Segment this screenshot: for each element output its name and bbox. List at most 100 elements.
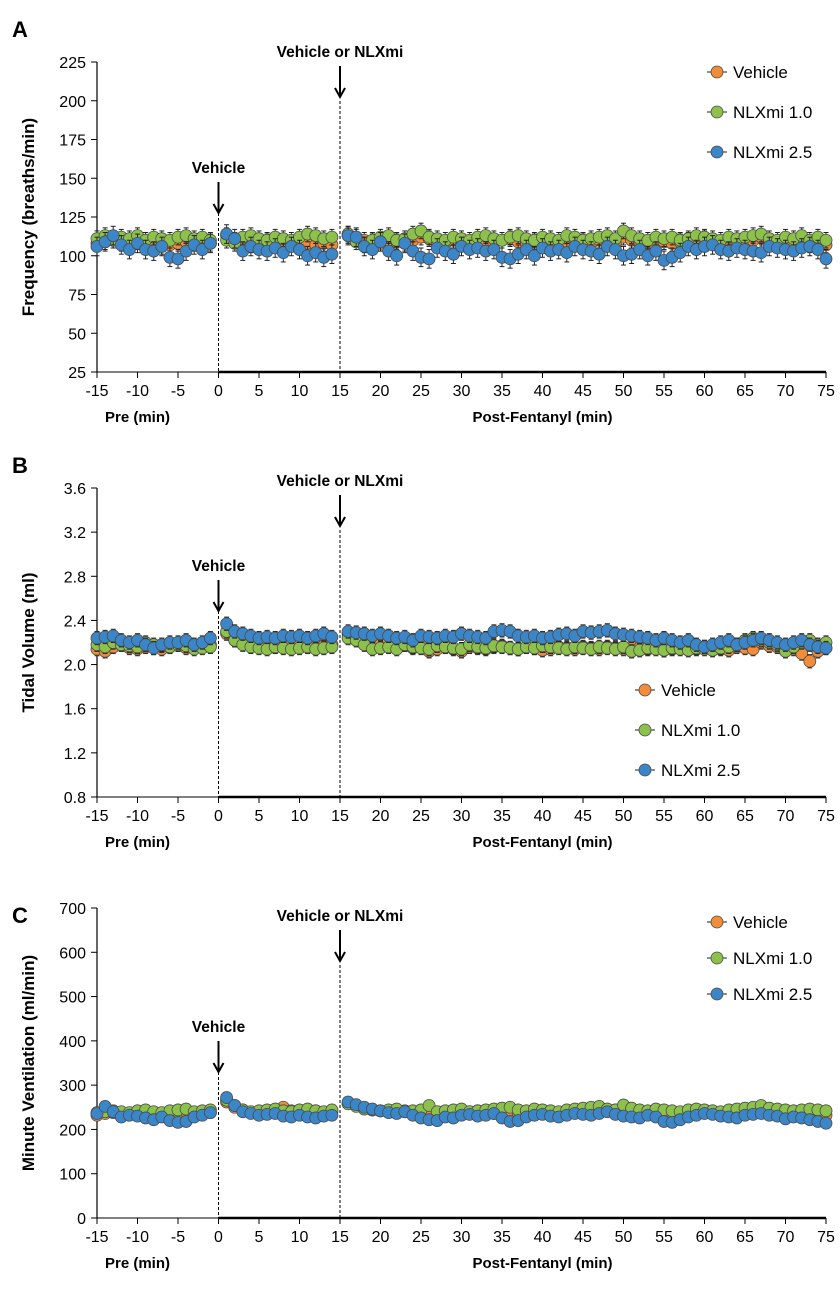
y-tick-label: 75 (68, 288, 86, 305)
post-label: Post-Fentanyl (min) (472, 834, 612, 851)
legend-label: NLXmi 2.5 (661, 761, 740, 780)
x-tick-label: 20 (372, 383, 390, 400)
down-arrow-icon (334, 951, 346, 964)
x-tick-label: 35 (493, 1229, 511, 1246)
y-tick-label: 225 (59, 55, 86, 72)
x-tick-label: 0 (214, 383, 223, 400)
x-tick-label: -10 (126, 383, 149, 400)
x-tick-label: 10 (291, 383, 309, 400)
x-tick-label: 70 (777, 808, 795, 825)
x-tick-label: 35 (493, 808, 511, 825)
data-point (811, 243, 825, 256)
y-tick-label: 3.2 (64, 525, 86, 542)
y-tick-label: 700 (59, 901, 86, 918)
data-point (528, 249, 541, 263)
data-point (171, 252, 185, 266)
x-tick-label: 45 (574, 808, 592, 825)
x-tick-label: 20 (372, 1229, 390, 1246)
x-tick-label: 60 (696, 383, 714, 400)
data-point (487, 243, 501, 256)
post-label: Post-Fentanyl (min) (472, 409, 612, 426)
panel-b: B Tidal Volume (ml) 0.8 1.2 1.6 2.0 2.4 2.8 3.2 3… (12, 453, 835, 851)
annotation-vehicle: Vehicle (192, 1019, 246, 1036)
x-tick-label: 70 (777, 383, 795, 400)
panel-letter: A (12, 17, 28, 42)
data-point (325, 247, 339, 261)
x-tick-label: -10 (126, 808, 149, 825)
annotation-vehicle-or-nlxmi: Vehicle or NLXmi (277, 44, 404, 61)
y-tick-label: 3.6 (64, 481, 86, 498)
legend-label: Vehicle (733, 63, 788, 82)
legend-marker (638, 763, 652, 777)
annotation-vehicle: Vehicle (192, 160, 246, 177)
x-tick-label: -5 (171, 1229, 185, 1246)
x-tick-label: -15 (85, 1229, 108, 1246)
panel-letter: C (12, 903, 28, 928)
x-tick-label: 15 (331, 383, 349, 400)
x-tick-label: 50 (615, 1229, 633, 1246)
x-tick-label: 5 (255, 1229, 264, 1246)
data-point (203, 631, 217, 645)
series-nlxmi-2-5 (90, 616, 833, 656)
y-tick-label: 125 (59, 210, 86, 227)
y-tick-label: 500 (59, 990, 86, 1007)
down-arrow-icon (212, 1062, 225, 1075)
y-tick-label: 150 (59, 171, 86, 188)
x-tick-label: 40 (534, 808, 552, 825)
down-arrow-icon (212, 203, 225, 216)
y-axis-label: Minute Ventilation (ml/min) (19, 955, 38, 1171)
series-nlxmi-2-5 (90, 224, 833, 271)
y-tick-label: 200 (59, 94, 86, 111)
x-tick-label: 75 (817, 808, 835, 825)
x-tick-label: 50 (615, 383, 633, 400)
y-tick-label: 600 (59, 945, 86, 962)
pre-label: Pre (min) (105, 1255, 170, 1272)
data-point (106, 229, 120, 243)
data-point (819, 252, 833, 266)
x-tick-label: 75 (817, 383, 835, 400)
y-tick-label: 200 (59, 1122, 86, 1139)
data-point (592, 247, 606, 261)
x-tick-label: 15 (331, 808, 349, 825)
legend-label: NLXmi 2.5 (733, 985, 812, 1004)
legend-marker (638, 723, 652, 737)
legend-label: NLXmi 2.5 (733, 143, 812, 162)
y-tick-label: 2.0 (64, 658, 86, 675)
x-tick-label: 35 (493, 383, 511, 400)
data-point (398, 236, 412, 250)
y-tick-label: 0 (77, 1211, 86, 1228)
x-tick-label: 65 (736, 383, 754, 400)
data-point (446, 247, 460, 261)
x-tick-label: 55 (655, 383, 673, 400)
y-tick-label: 100 (59, 1167, 86, 1184)
down-arrow-icon (334, 516, 346, 529)
data-point (325, 230, 339, 244)
post-label: Post-Fentanyl (min) (472, 1255, 612, 1272)
data-point (349, 230, 363, 244)
x-tick-label: 20 (372, 808, 390, 825)
x-tick-label: 60 (696, 808, 714, 825)
x-tick-label: 45 (574, 383, 592, 400)
x-tick-label: -5 (171, 383, 185, 400)
x-tick-label: 55 (655, 1229, 673, 1246)
legend-label: NLXmi 1.0 (733, 103, 812, 122)
data-point (220, 617, 234, 631)
x-tick-label: 45 (574, 1229, 592, 1246)
x-tick-label: 0 (214, 1229, 223, 1246)
down-arrow-icon (212, 601, 225, 614)
x-tick-label: 50 (615, 808, 633, 825)
data-point (325, 630, 339, 644)
x-tick-label: -10 (126, 1229, 149, 1246)
y-tick-label: 100 (59, 249, 86, 266)
series-nlxmi-2-5 (90, 1091, 833, 1130)
down-arrow-icon (334, 87, 346, 100)
y-tick-label: 2.4 (64, 613, 86, 630)
x-tick-label: 40 (534, 383, 552, 400)
series-nlxmi-1-0 (90, 222, 833, 254)
legend-marker (710, 105, 724, 119)
y-tick-label: 400 (59, 1034, 86, 1051)
x-tick-label: 30 (453, 808, 471, 825)
legend-label: NLXmi 1.0 (733, 949, 812, 968)
